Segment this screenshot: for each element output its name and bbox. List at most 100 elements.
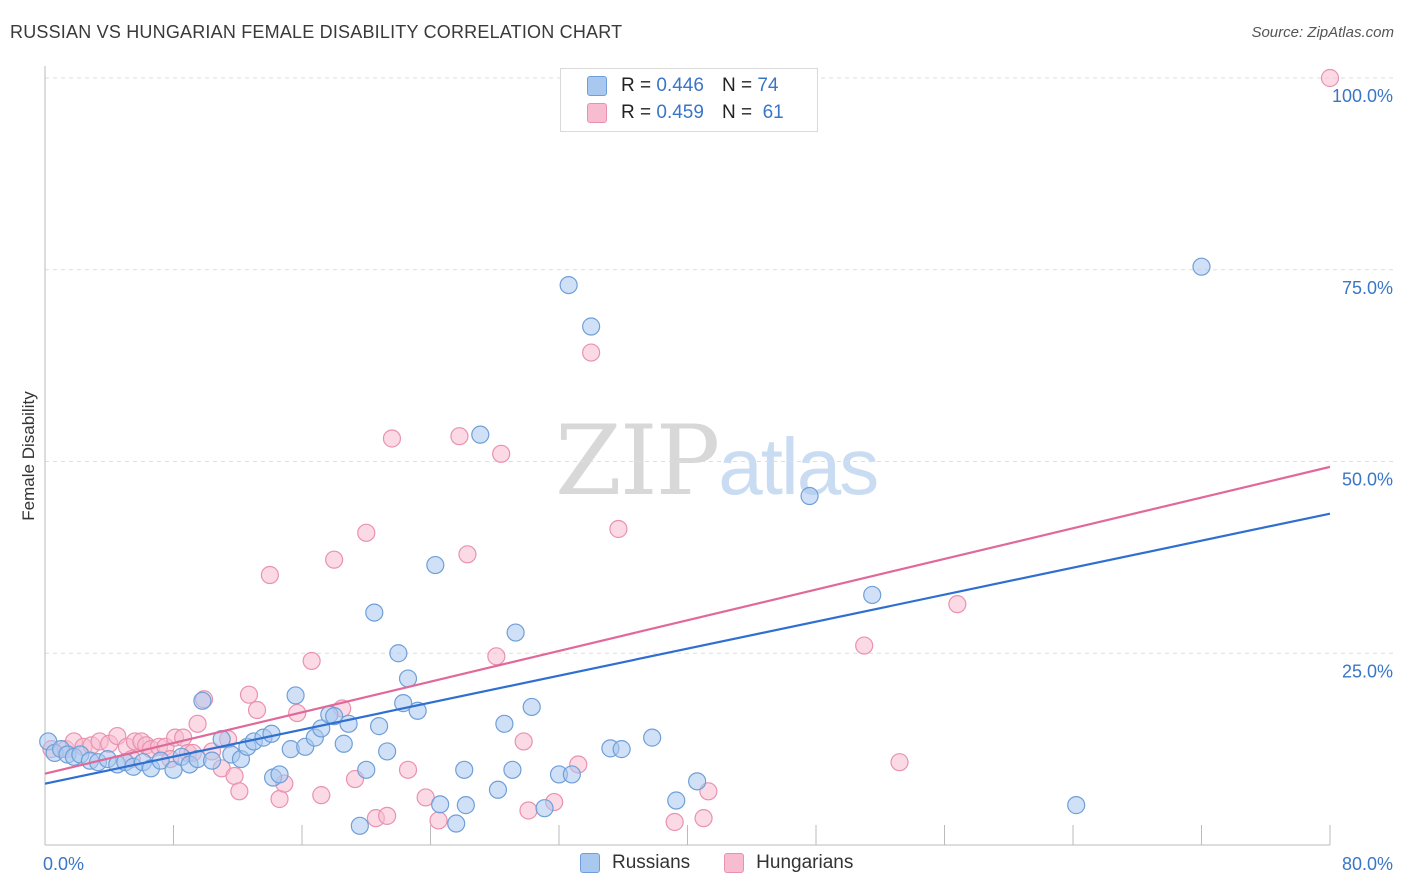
russians-point bbox=[535, 799, 554, 818]
russians-point bbox=[286, 686, 305, 705]
russians-point bbox=[488, 780, 508, 799]
hungarians-point bbox=[398, 760, 418, 779]
russians-point bbox=[350, 816, 369, 835]
chart-title: RUSSIAN VS HUNGARIAN FEMALE DISABILITY C… bbox=[10, 22, 623, 42]
hungarians-points bbox=[42, 68, 1340, 832]
hungarians-point bbox=[429, 811, 448, 830]
legend-label-hungarians: Hungarians bbox=[756, 852, 854, 873]
russians-point bbox=[455, 760, 474, 779]
legend-label-russians: Russians bbox=[612, 852, 691, 873]
gridlines bbox=[45, 77, 1395, 654]
russians-point bbox=[431, 795, 450, 814]
trendlines bbox=[44, 465, 1331, 785]
russians-point bbox=[522, 697, 541, 717]
n-label: N = bbox=[721, 102, 753, 123]
russians-points bbox=[39, 257, 1211, 835]
hungarians-point bbox=[357, 523, 376, 542]
hungarians-point bbox=[458, 545, 477, 564]
n-value: 61 bbox=[762, 102, 784, 123]
y-tick-label: 75.0% bbox=[1342, 278, 1393, 298]
russians-point bbox=[471, 425, 490, 444]
hungarians-point bbox=[270, 789, 289, 809]
russians-trendline bbox=[44, 512, 1331, 785]
series-legend: Russians Hungarians bbox=[580, 852, 887, 874]
russians-point bbox=[193, 691, 212, 710]
hungarians-point bbox=[325, 550, 344, 569]
russians-point bbox=[506, 623, 525, 642]
x-tick-label: 0.0% bbox=[43, 854, 84, 874]
russians-point bbox=[426, 555, 445, 575]
russians-point bbox=[334, 734, 353, 753]
r-label: R = bbox=[621, 75, 652, 96]
hungarians-point bbox=[225, 766, 244, 786]
hungarians-point bbox=[230, 782, 249, 801]
hungarians-point bbox=[416, 788, 435, 807]
r-value: 0.459 bbox=[656, 102, 704, 123]
russians-point bbox=[378, 742, 397, 761]
hungarians-swatch bbox=[724, 853, 745, 873]
russians-point bbox=[667, 791, 686, 810]
axes bbox=[44, 66, 1331, 846]
legend-row-russians: R = 0.446 N = 74 bbox=[587, 75, 778, 97]
russians-swatch bbox=[580, 853, 600, 873]
russians-point bbox=[270, 765, 289, 784]
hungarians-swatch bbox=[587, 103, 607, 123]
legend-item-hungarians[interactable]: Hungarians bbox=[724, 852, 853, 874]
hungarians-point bbox=[239, 685, 259, 704]
hungarians-point bbox=[855, 636, 874, 655]
hungarians-point bbox=[260, 565, 279, 585]
tick-labels: 25.0% 50.0% 75.0% 100.0% 0.0% 80.0% bbox=[43, 86, 1393, 874]
y-tick-label: 50.0% bbox=[1342, 470, 1393, 490]
y-tick-label: 100.0% bbox=[1332, 86, 1393, 106]
russians-point bbox=[389, 644, 408, 663]
hungarians-point bbox=[174, 728, 193, 747]
russians-point bbox=[863, 585, 882, 605]
hungarians-point bbox=[302, 651, 321, 671]
hungarians-point bbox=[492, 444, 511, 463]
russians-point bbox=[1067, 796, 1086, 815]
russians-point bbox=[370, 717, 389, 736]
hungarians-point bbox=[378, 806, 397, 825]
russians-point bbox=[559, 275, 578, 295]
hungarians-point bbox=[514, 732, 533, 751]
russians-point bbox=[582, 317, 601, 336]
hungarians-trendline bbox=[44, 465, 1331, 775]
russians-point bbox=[643, 728, 662, 747]
legend-row-hungarians: R = 0.459 N = 61 bbox=[587, 102, 784, 124]
hungarians-point bbox=[382, 429, 402, 448]
russians-point bbox=[202, 751, 222, 770]
hungarians-point bbox=[188, 714, 207, 733]
hungarians-point bbox=[1320, 68, 1340, 88]
russians-point bbox=[357, 760, 376, 779]
hungarians-point bbox=[694, 809, 713, 828]
hungarians-point bbox=[519, 801, 538, 820]
russians-point bbox=[503, 760, 522, 779]
russians-point bbox=[164, 760, 183, 779]
russians-point bbox=[495, 714, 514, 733]
y-tick-label: 25.0% bbox=[1342, 661, 1393, 681]
russians-point bbox=[447, 814, 466, 833]
russians-point bbox=[365, 603, 384, 622]
r-value: 0.446 bbox=[656, 75, 704, 96]
hungarians-point bbox=[948, 595, 967, 614]
hungarians-point bbox=[487, 647, 506, 666]
hungarians-point bbox=[665, 812, 684, 832]
russians-point bbox=[688, 772, 707, 791]
russians-point bbox=[800, 486, 819, 506]
russians-point bbox=[612, 740, 631, 759]
hungarians-point bbox=[312, 786, 331, 805]
hungarians-point bbox=[450, 427, 469, 446]
russians-point bbox=[325, 707, 344, 726]
legend-item-russians[interactable]: Russians bbox=[580, 852, 690, 874]
x-tick-label: 80.0% bbox=[1342, 854, 1393, 874]
correlation-legend: R = 0.446 N = 74 R = 0.459 N = 61 bbox=[560, 68, 818, 132]
r-label: R = bbox=[621, 102, 652, 123]
russians-swatch bbox=[587, 76, 607, 96]
n-label: N = bbox=[721, 75, 753, 96]
hungarians-point bbox=[890, 753, 909, 772]
russians-point bbox=[456, 796, 475, 815]
hungarians-point bbox=[609, 519, 628, 539]
y-axis-label: Female Disability bbox=[19, 391, 38, 521]
hungarians-point bbox=[582, 343, 601, 362]
